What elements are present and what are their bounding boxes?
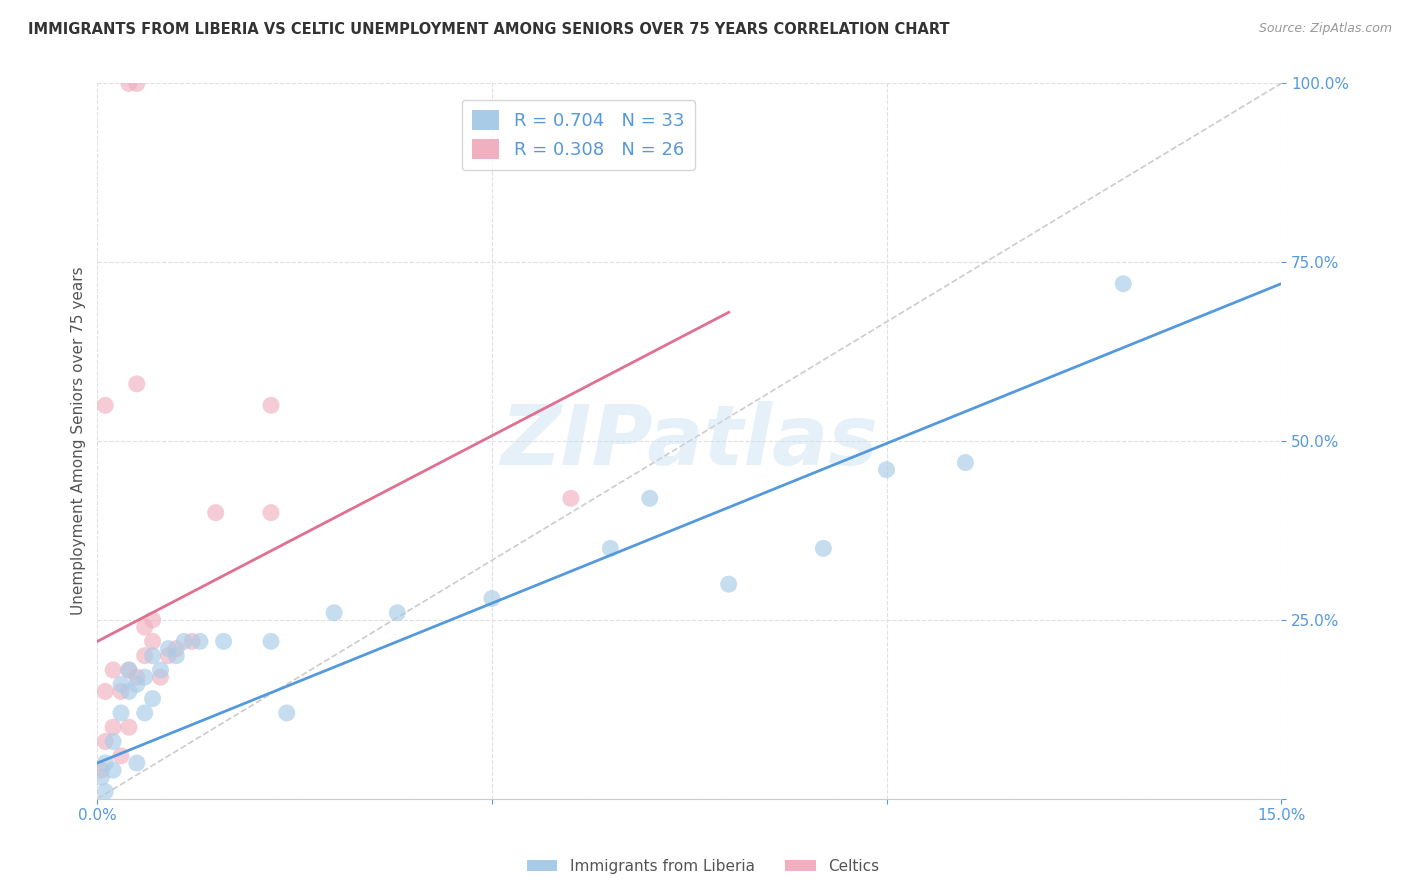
Point <box>157 648 180 663</box>
Point <box>110 684 132 698</box>
Point <box>1112 277 1135 291</box>
Point <box>94 398 117 412</box>
Text: ZIPatlas: ZIPatlas <box>501 401 879 482</box>
Point <box>149 663 172 677</box>
Point <box>134 620 156 634</box>
Point <box>101 663 124 677</box>
Point <box>638 491 661 506</box>
Point <box>118 720 141 734</box>
Text: Source: ZipAtlas.com: Source: ZipAtlas.com <box>1258 22 1392 36</box>
Point <box>118 77 141 91</box>
Point <box>101 720 124 734</box>
Point <box>876 463 898 477</box>
Point <box>599 541 621 556</box>
Legend: R = 0.704   N = 33, R = 0.308   N = 26: R = 0.704 N = 33, R = 0.308 N = 26 <box>461 100 695 170</box>
Point <box>118 663 141 677</box>
Point <box>110 706 132 720</box>
Point <box>260 634 283 648</box>
Point <box>173 634 195 648</box>
Point <box>181 634 204 648</box>
Point <box>94 784 117 798</box>
Point <box>110 748 132 763</box>
Point <box>94 756 117 770</box>
Point <box>134 670 156 684</box>
Point <box>323 606 346 620</box>
Point <box>165 648 187 663</box>
Point <box>90 763 112 777</box>
Point <box>125 376 148 391</box>
Point <box>142 648 165 663</box>
Point <box>125 756 148 770</box>
Point <box>110 677 132 691</box>
Point <box>560 491 582 506</box>
Point <box>94 734 117 748</box>
Point <box>125 77 148 91</box>
Point <box>125 677 148 691</box>
Point <box>134 706 156 720</box>
Point <box>101 734 124 748</box>
Point <box>165 641 187 656</box>
Point <box>125 670 148 684</box>
Point <box>260 398 283 412</box>
Point <box>260 506 283 520</box>
Legend: Immigrants from Liberia, Celtics: Immigrants from Liberia, Celtics <box>520 853 886 880</box>
Point <box>142 691 165 706</box>
Point <box>204 506 226 520</box>
Point <box>94 684 117 698</box>
Point <box>188 634 211 648</box>
Text: IMMIGRANTS FROM LIBERIA VS CELTIC UNEMPLOYMENT AMONG SENIORS OVER 75 YEARS CORRE: IMMIGRANTS FROM LIBERIA VS CELTIC UNEMPL… <box>28 22 949 37</box>
Point <box>101 763 124 777</box>
Point <box>955 456 977 470</box>
Point <box>276 706 298 720</box>
Point <box>813 541 835 556</box>
Point <box>717 577 740 591</box>
Point <box>142 634 165 648</box>
Point <box>142 613 165 627</box>
Point <box>212 634 235 648</box>
Point <box>387 606 409 620</box>
Point <box>149 670 172 684</box>
Point <box>157 641 180 656</box>
Y-axis label: Unemployment Among Seniors over 75 years: Unemployment Among Seniors over 75 years <box>72 267 86 615</box>
Point <box>118 663 141 677</box>
Point <box>90 770 112 784</box>
Point <box>118 684 141 698</box>
Point <box>481 591 503 606</box>
Point <box>134 648 156 663</box>
